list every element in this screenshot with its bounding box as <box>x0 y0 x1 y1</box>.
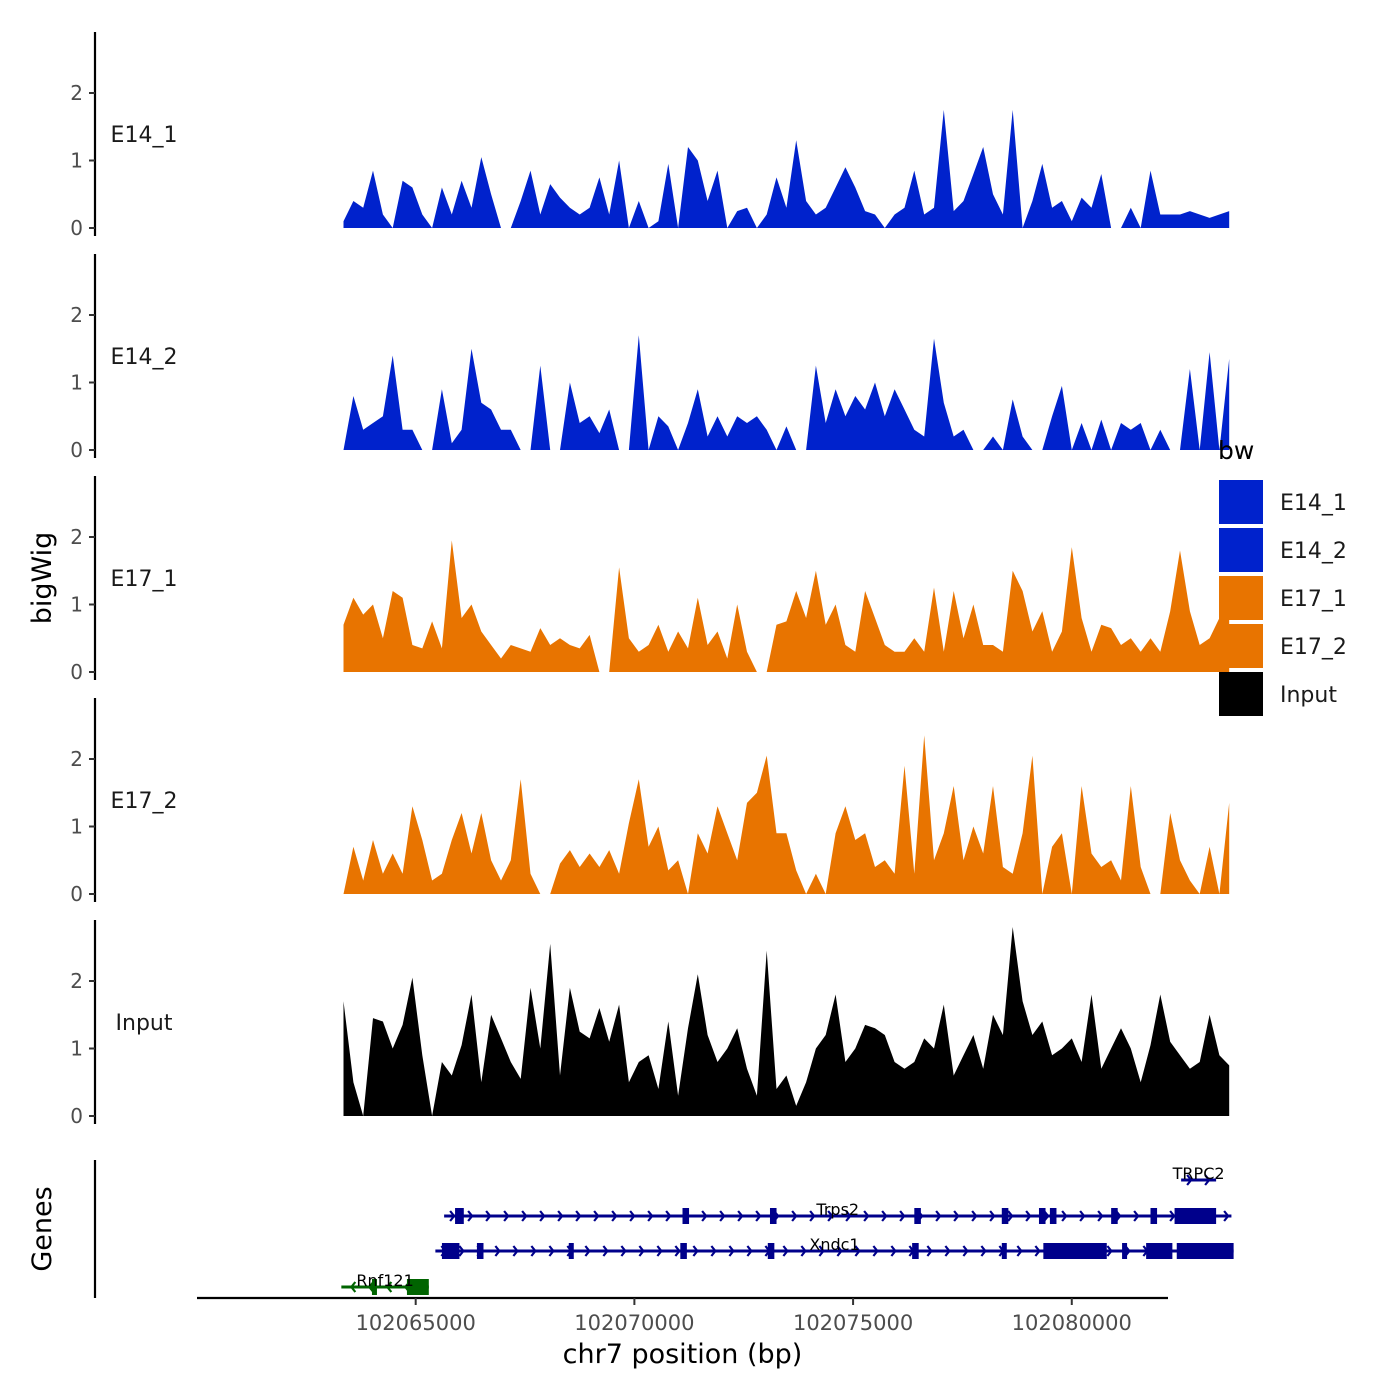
track-label-Input: Input <box>116 1011 173 1036</box>
track-label-E17_2: E17_2 <box>111 789 178 814</box>
exon-Trps2-3 <box>914 1208 921 1224</box>
legend-title: bw <box>1218 436 1254 465</box>
legend: bw E14_1 E14_2 E17_1 E17_2 Input <box>1218 436 1347 716</box>
legend-label-E17_1: E17_1 <box>1280 587 1347 612</box>
gene-TRPC2: TRPC2 <box>1172 1164 1225 1186</box>
exon-Xndc1-8 <box>1122 1243 1128 1259</box>
legend-key-E14_2 <box>1219 528 1263 572</box>
area-E17_1 <box>343 540 1230 672</box>
exon-Trps2-7 <box>1111 1208 1118 1224</box>
gene-label-Xndc1: Xndc1 <box>809 1235 859 1254</box>
exon-Xndc1-2 <box>568 1243 574 1259</box>
exon-Rnf121-1 <box>406 1279 429 1295</box>
gene-Trps2: Trps2 <box>444 1200 1232 1224</box>
area-Input <box>343 927 1230 1116</box>
exon-Xndc1-9 <box>1146 1243 1173 1259</box>
gene-Xndc1: Xndc1 <box>435 1235 1234 1259</box>
track-E14_1: 0 1 2 E14_1 <box>70 32 1230 240</box>
legend-key-E17_1 <box>1219 576 1263 620</box>
x-tick-label-102075000: 102075000 <box>793 1311 913 1335</box>
legend-label-E14_1: E14_1 <box>1280 491 1347 516</box>
gene-strand-Rnf121 <box>349 1281 429 1293</box>
exon-Xndc1-4 <box>767 1243 775 1259</box>
exon-Trps2-2 <box>769 1208 777 1224</box>
legend-label-E14_2: E14_2 <box>1280 539 1347 564</box>
y-tick-label-E17_2-2: 2 <box>70 747 83 771</box>
y-tick-label-E17_1-1: 1 <box>70 593 83 617</box>
genes-axis-title: Genes <box>27 1186 58 1271</box>
genes-panel: TRPC2 Trps2 Xndc1 Rnf121 <box>93 1160 1234 1298</box>
exon-Xndc1-10 <box>1176 1243 1234 1259</box>
track-Input: 0 1 2 Input <box>70 920 1230 1128</box>
y-tick-label-Input-1: 1 <box>70 1037 83 1061</box>
legend-label-Input: Input <box>1280 683 1337 708</box>
exon-Xndc1-0 <box>441 1243 460 1259</box>
gene-label-Rnf121: Rnf121 <box>356 1271 413 1290</box>
x-axis: 102065000 102070000 102075000 102080000 <box>197 1296 1168 1335</box>
exon-Rnf121-0 <box>371 1279 377 1295</box>
track-label-E17_1: E17_1 <box>111 567 178 592</box>
gene-Rnf121: Rnf121 <box>341 1271 429 1295</box>
exon-Xndc1-6 <box>1001 1243 1007 1259</box>
y-tick-label-E14_1-2: 2 <box>70 81 83 105</box>
exon-Trps2-1 <box>682 1208 690 1224</box>
y-tick-label-E14_1-1: 1 <box>70 149 83 173</box>
y-tick-label-Input-2: 2 <box>70 969 83 993</box>
area-E14_2 <box>343 335 1230 450</box>
exon-Trps2-8 <box>1150 1208 1158 1224</box>
exon-Trps2-5 <box>1038 1208 1046 1224</box>
bigwig-tracks: 0 1 2 E14_1 0 1 2 E14_2 0 1 2 E17_1 0 1 2 E17_2 0 1 2 Input <box>70 32 1230 1128</box>
x-tick-label-102070000: 102070000 <box>574 1311 694 1335</box>
x-tick-label-102080000: 102080000 <box>1012 1311 1132 1335</box>
exon-Trps2-4 <box>1001 1208 1009 1224</box>
y-tick-label-E17_1-0: 0 <box>70 660 83 684</box>
legend-key-E17_2 <box>1219 624 1263 668</box>
exon-Xndc1-7 <box>1043 1243 1107 1259</box>
y-tick-label-E17_1-2: 2 <box>70 525 83 549</box>
gene-strand-TRPC2 <box>1186 1174 1211 1186</box>
y-tick-label-E17_2-1: 1 <box>70 815 83 839</box>
track-label-E14_1: E14_1 <box>111 123 178 148</box>
area-E17_2 <box>343 735 1230 894</box>
x-tick-label-102065000: 102065000 <box>356 1311 476 1335</box>
gene-label-Trps2: Trps2 <box>815 1200 859 1219</box>
legend-key-Input <box>1219 672 1263 716</box>
exon-Trps2-0 <box>455 1208 464 1224</box>
track-E17_1: 0 1 2 E17_1 <box>70 476 1230 684</box>
exon-Xndc1-1 <box>476 1243 484 1259</box>
legend-key-E14_1 <box>1219 480 1263 524</box>
exon-Trps2-9 <box>1174 1208 1217 1224</box>
exon-Trps2-6 <box>1049 1208 1057 1224</box>
legend-label-E17_2: E17_2 <box>1280 635 1347 660</box>
track-E14_2: 0 1 2 E14_2 <box>70 254 1230 462</box>
y-tick-label-E14_2-2: 2 <box>70 303 83 327</box>
exon-Xndc1-5 <box>912 1243 919 1259</box>
y-tick-label-E14_2-0: 0 <box>70 438 83 462</box>
y-tick-label-Input-0: 0 <box>70 1104 83 1128</box>
y-tick-label-E17_2-0: 0 <box>70 882 83 906</box>
gene-label-TRPC2: TRPC2 <box>1172 1164 1225 1183</box>
track-label-E14_2: E14_2 <box>111 345 178 370</box>
x-axis-title: chr7 position (bp) <box>563 1339 803 1370</box>
y-tick-label-E14_2-1: 1 <box>70 371 83 395</box>
y-axis-title: bigWig <box>27 532 58 625</box>
track-E17_2: 0 1 2 E17_2 <box>70 698 1230 906</box>
area-E14_1 <box>343 109 1230 228</box>
y-tick-label-E14_1-0: 0 <box>70 216 83 240</box>
exon-Xndc1-3 <box>680 1243 687 1259</box>
